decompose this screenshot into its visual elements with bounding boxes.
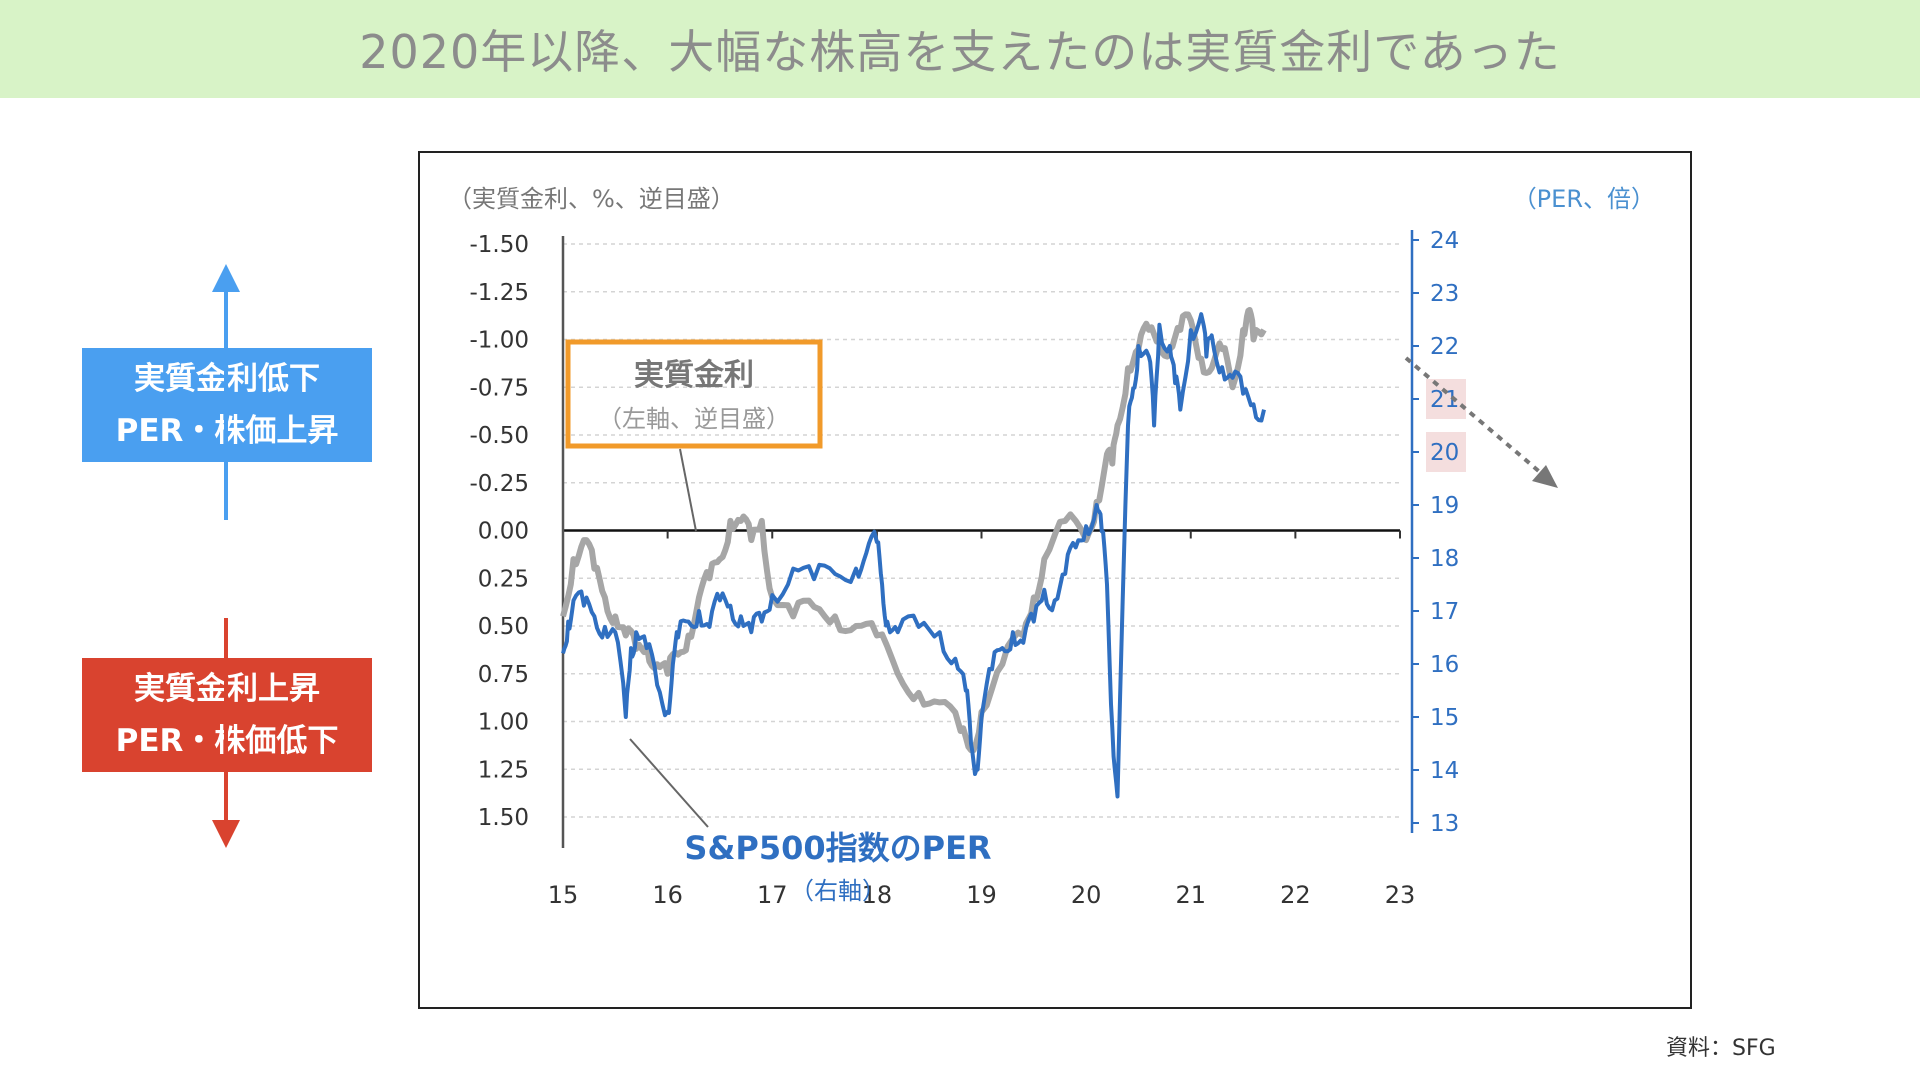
real-rate-leader-line [679,448,697,532]
right-axis-label: （PER、倍） [1513,185,1655,213]
x-tick-label: 15 [548,881,579,909]
chart: -1.50 -1.25 -1.00 -0.75 -0.50 -0.25 0.00 0.25 0.… [448,185,1655,909]
source-note: 資料：SFG [1666,1036,1776,1061]
left-axis-label: （実質金利、%、逆目盛） [448,185,735,213]
x-tick-label: 23 [1385,881,1416,909]
x-tick-label: 21 [1175,881,1206,909]
right-tick-label: 19 [1430,493,1459,519]
right-tick-highlight [1426,379,1466,419]
real-rate-series-sub: （左軸、逆目盛） [598,405,790,433]
per-series-label: S&P500指数のPER [684,829,991,867]
right-tick-label: 16 [1430,652,1459,678]
x-tick-label: 20 [1071,881,1102,909]
series-layer [560,307,1267,799]
left-tick-label: -1.00 [469,328,529,354]
left-tick-label: -0.50 [469,423,529,449]
per-leader-line [629,738,709,828]
chart-frame [418,151,1692,1009]
x-tick-label: 19 [966,881,997,909]
forecast-arrow [1404,356,1558,488]
right-tick-label: 22 [1430,334,1459,360]
x-tick-label: 16 [652,881,683,909]
right-tick-label: 14 [1430,758,1459,784]
left-tick-label: 0.00 [478,519,529,545]
axes-layer: -1.50 -1.25 -1.00 -0.75 -0.50 -0.25 0.00 0.25 0.… [469,228,1466,909]
right-tick-label: 24 [1430,228,1459,254]
real-rate-line [560,307,1267,754]
left-tick-label: 0.75 [478,662,529,688]
real-rate-label-box [565,339,823,449]
left-tick-label: 1.50 [478,805,529,831]
x-tick-label: 22 [1280,881,1311,909]
left-tick-label: 0.25 [478,566,529,592]
left-tick-label: -1.25 [469,280,529,306]
per-line [561,312,1266,799]
real-rate-series-label: 実質金利 [634,358,754,393]
left-tick-label: 1.25 [478,757,529,783]
x-tick-label: 18 [862,881,893,909]
right-tick-label: 23 [1430,281,1459,307]
left-tick-label: -0.25 [469,471,529,497]
left-tick-label: -0.75 [469,375,529,401]
x-tick-label: 17 [757,881,788,909]
left-tick-label: 1.00 [478,710,529,736]
right-tick-label: 18 [1430,546,1459,572]
right-tick-label: 13 [1430,811,1459,837]
left-tick-label: -1.50 [469,232,529,258]
left-tick-label: 0.50 [478,614,529,640]
right-tick-highlight [1426,432,1466,472]
up-arrow-icon [212,264,240,520]
right-tick-label: 15 [1430,705,1459,731]
down-arrow-icon [212,618,240,848]
title-bar: 2020年以降、大幅な株高を支えたのは実質金利であった [0,0,1920,98]
right-tick-label: 17 [1430,599,1459,625]
right-tick-label: 20 [1430,440,1459,466]
page-title: 2020年以降、大幅な株高を支えたのは実質金利であった [359,25,1561,79]
per-series-sub: （右軸） [790,877,886,905]
